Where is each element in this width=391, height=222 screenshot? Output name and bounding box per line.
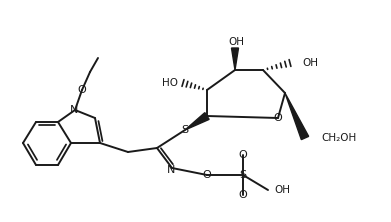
Text: O: O [274, 113, 282, 123]
Polygon shape [231, 48, 239, 70]
Text: OH: OH [274, 185, 290, 195]
Text: N: N [70, 105, 78, 115]
Text: O: O [239, 150, 248, 160]
Text: CH₂OH: CH₂OH [321, 133, 356, 143]
Text: O: O [78, 85, 86, 95]
Text: O: O [203, 170, 212, 180]
Polygon shape [285, 93, 308, 140]
Text: OH: OH [302, 58, 318, 68]
Polygon shape [185, 113, 209, 130]
Text: S: S [181, 125, 188, 135]
Text: O: O [239, 190, 248, 200]
Text: N: N [167, 165, 175, 175]
Text: OH: OH [228, 37, 244, 47]
Text: HO: HO [162, 78, 178, 88]
Text: S: S [239, 170, 247, 180]
